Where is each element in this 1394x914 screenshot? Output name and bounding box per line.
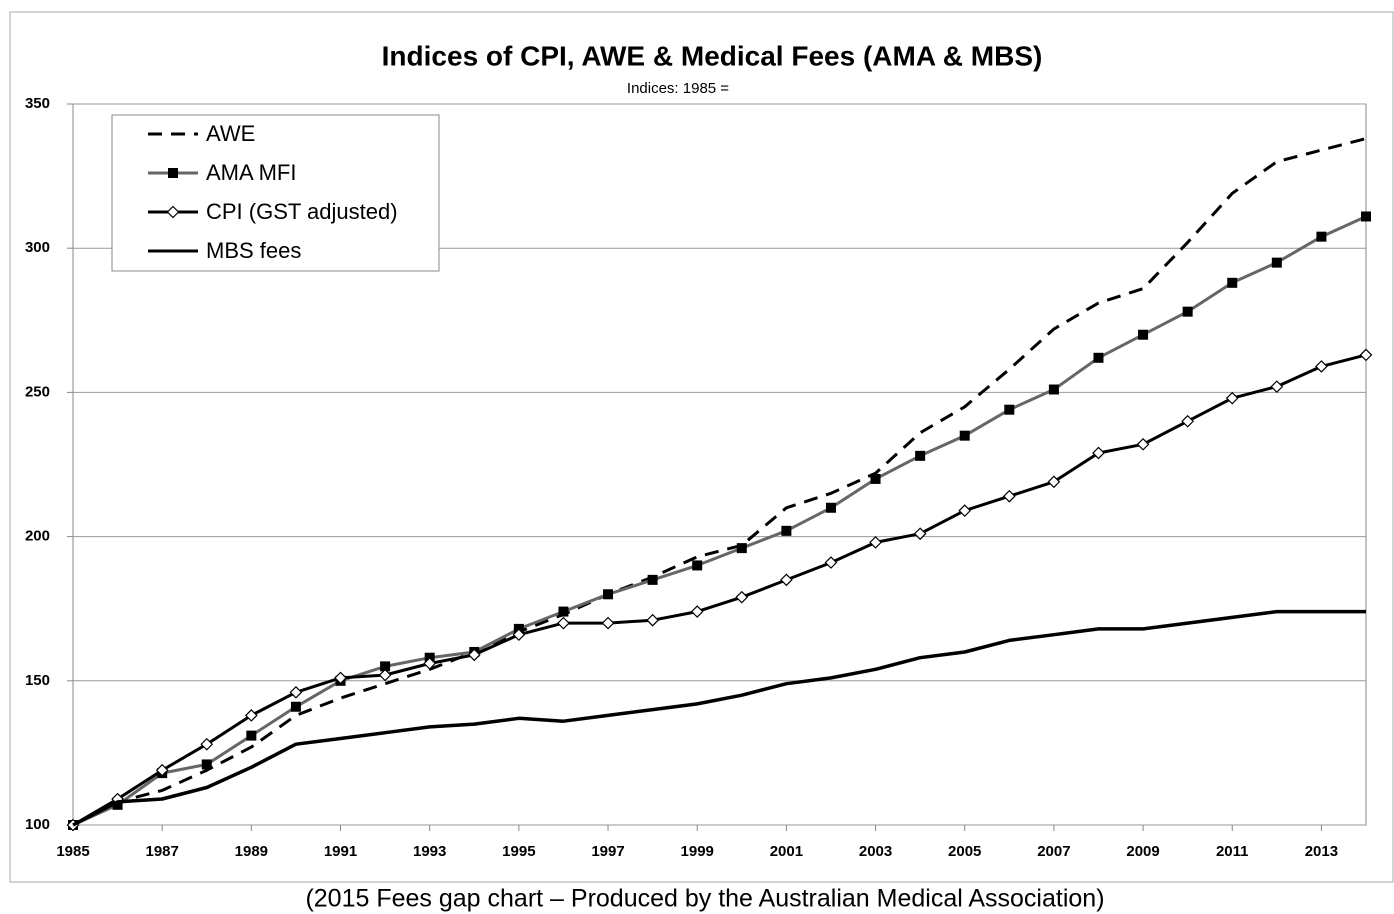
marker	[1048, 384, 1059, 395]
x-tick-label: 1997	[591, 843, 624, 860]
marker	[200, 737, 214, 751]
marker	[244, 709, 258, 722]
marker	[824, 556, 838, 569]
marker	[1181, 414, 1195, 428]
marker	[1092, 446, 1105, 460]
marker	[780, 573, 793, 587]
y-tick-label: 250	[25, 383, 50, 400]
marker	[1138, 329, 1149, 340]
marker	[601, 616, 615, 630]
x-tick-label: 1985	[56, 843, 89, 860]
marker	[289, 685, 303, 699]
marker	[334, 671, 347, 685]
marker	[736, 543, 747, 554]
x-tick-label: 1999	[681, 843, 714, 860]
marker	[1361, 211, 1371, 222]
marker	[380, 661, 391, 672]
marker	[1002, 489, 1016, 503]
chart-subtitle: Indices: 1985 =	[627, 80, 729, 97]
marker	[423, 657, 437, 670]
marker	[467, 648, 481, 662]
marker	[378, 668, 392, 682]
series-line	[72, 137, 1367, 827]
marker	[869, 536, 882, 549]
marker	[603, 589, 614, 600]
y-tick-label: 350	[25, 95, 50, 112]
x-tick-label: 2003	[859, 843, 892, 860]
caption: (2015 Fees gap chart – Produced by the A…	[305, 885, 1104, 913]
marker	[201, 759, 212, 770]
marker	[646, 613, 659, 627]
x-tick-label: 2009	[1126, 843, 1159, 860]
x-tick-label: 2007	[1037, 843, 1070, 860]
marker	[1271, 257, 1282, 268]
marker	[870, 473, 881, 484]
marker	[913, 527, 927, 541]
y-tick-label: 300	[25, 239, 50, 256]
y-tick-label: 200	[25, 528, 50, 545]
y-tick-label: 100	[25, 816, 50, 833]
marker	[1093, 352, 1104, 363]
series-line	[72, 353, 1367, 827]
marker	[1227, 277, 1238, 288]
marker	[1359, 348, 1373, 362]
marker	[1225, 391, 1239, 405]
marker	[1315, 360, 1328, 373]
x-tick-label: 1993	[413, 843, 446, 860]
chart-title: Indices of CPI, AWE & Medical Fees (AMA …	[382, 40, 1043, 71]
series-line	[72, 215, 1367, 827]
series-line	[72, 609, 1366, 827]
legend-marker	[168, 168, 178, 178]
marker	[825, 502, 836, 513]
marker	[1004, 404, 1015, 415]
legend-label: AMA MFI	[206, 160, 296, 185]
legend-label: AWE	[206, 121, 255, 146]
marker	[915, 450, 926, 461]
marker	[246, 730, 257, 741]
legend-marker	[166, 205, 180, 219]
marker	[692, 560, 703, 571]
x-tick-label: 1987	[145, 843, 178, 860]
marker	[1047, 475, 1061, 489]
marker	[512, 628, 526, 642]
marker	[958, 504, 972, 517]
marker	[155, 763, 169, 777]
x-tick-label: 2011	[1216, 843, 1249, 860]
x-tick-label: 2005	[948, 843, 981, 860]
marker	[959, 430, 970, 441]
legend-label: CPI (GST adjusted)	[206, 199, 398, 224]
marker	[290, 701, 301, 712]
marker	[690, 605, 704, 618]
marker	[647, 574, 658, 585]
marker	[1316, 231, 1327, 242]
y-tick-label: 150	[25, 672, 50, 689]
x-tick-label: 1989	[235, 843, 268, 860]
marker	[557, 616, 570, 630]
x-tick-label: 1995	[502, 843, 535, 860]
marker	[781, 525, 792, 536]
x-tick-label: 2001	[770, 843, 803, 860]
marker	[1182, 306, 1193, 317]
marker	[558, 606, 569, 617]
marker	[735, 590, 749, 604]
x-tick-label: 1991	[324, 843, 357, 860]
legend-label: MBS fees	[206, 238, 301, 263]
x-tick-label: 2013	[1305, 843, 1338, 860]
marker	[1270, 380, 1284, 393]
marker	[1136, 437, 1150, 451]
legend-box	[111, 114, 440, 272]
